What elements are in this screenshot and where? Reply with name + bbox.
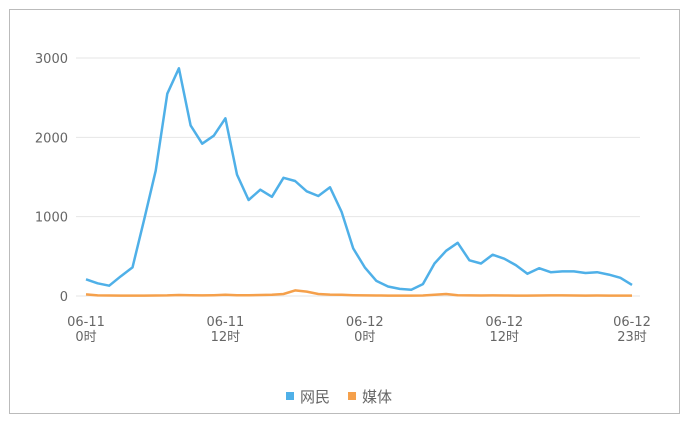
legend-label: 网民 [300, 388, 330, 406]
y-tick-label: 3000 [35, 52, 68, 67]
legend-swatch [348, 392, 357, 400]
x-tick-label: 06-12 12时 [485, 315, 523, 345]
line [85, 289, 632, 297]
y-tick-label: 0 [60, 290, 68, 305]
x-tick-label: 06-12 0时 [346, 315, 384, 345]
x-tick-label-line: 0时 [75, 330, 96, 345]
frame [9, 9, 680, 414]
x-tick-label-line: 06-12 [613, 315, 651, 330]
x-tick-label-line: 23时 [617, 330, 647, 345]
x-tick-label: 06-12 23时 [613, 315, 651, 345]
x-tick-label: 06-11 12时 [207, 315, 245, 345]
x-tick-label-line: 06-12 [485, 315, 523, 330]
x-tick-label-line: 06-11 [207, 315, 245, 330]
line [85, 67, 633, 291]
x-tick-label: 06-11 0时 [67, 315, 105, 345]
y-tick-label: 1000 [35, 211, 68, 226]
x-tick-label-line: 12时 [211, 330, 241, 345]
x-tick-label-line: 06-12 [346, 315, 384, 330]
y-tick-label: 2000 [35, 131, 68, 146]
legend-label: 媒体 [362, 388, 392, 406]
x-tick-label-line: 0时 [354, 330, 375, 345]
x-tick-label-line: 06-11 [67, 315, 105, 330]
legend-swatch [286, 392, 294, 400]
x-tick-label-line: 12时 [489, 330, 519, 345]
